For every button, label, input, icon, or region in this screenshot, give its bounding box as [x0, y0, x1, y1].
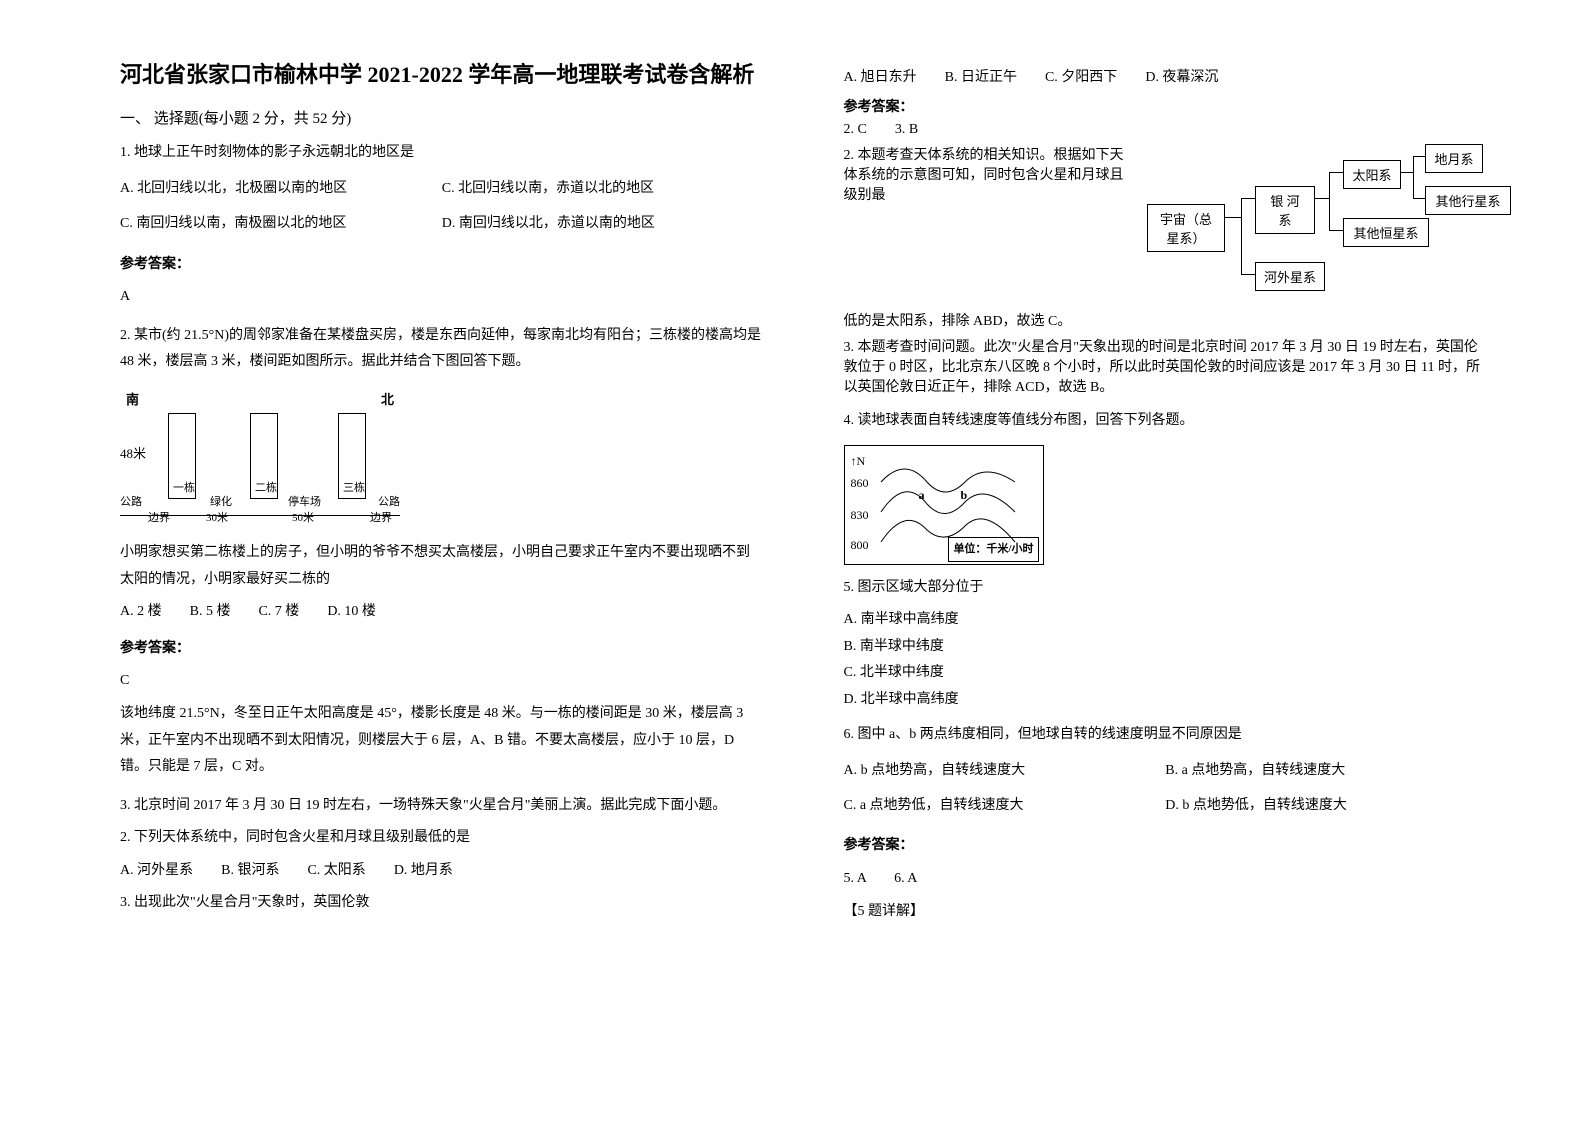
q2-opt-a: A. 2 楼	[120, 599, 162, 626]
q4-answer: 5. A 6. A	[844, 866, 1488, 893]
line	[1413, 198, 1425, 199]
question-3: 3. 北京时间 2017 年 3 月 30 日 19 时左右，一场特殊天象"火星…	[120, 793, 764, 917]
q4-detail: 【5 题详解】	[844, 899, 1488, 926]
q4-6b: B. a 点地势高，自转线速度大	[1165, 758, 1487, 785]
left-column: 河北省张家口市榆林中学 2021-2022 学年高一地理联考试卷含解析 一、 选…	[100, 60, 804, 1082]
line	[1225, 217, 1241, 218]
building-3: 三栋	[338, 413, 366, 499]
q2-text: 2. 某市(约 21.5°N)的周邻家准备在某楼盘买房，楼是东西向延伸，每家南北…	[120, 323, 764, 376]
q3-2c: C. 太阳系	[307, 858, 365, 885]
q3-3d: D. 夜幕深沉	[1145, 66, 1218, 86]
earth-moon-box: 地月系	[1425, 144, 1483, 173]
point-b: b	[961, 484, 968, 507]
q2-subtext: 小明家想买第二栋楼上的房子，但小明的爷爷不想买太高楼层，小明自己要求正午室内不要…	[120, 540, 764, 593]
q4-6a: A. b 点地势高，自转线速度大	[844, 758, 1166, 785]
question-4: 4. 读地球表面自转线速度等值线分布图，回答下列各题。 ↑N 860 830 8…	[844, 408, 1488, 925]
universe-box: 宇宙（总星系）	[1147, 204, 1225, 252]
q4-sub6: 6. 图中 a、b 两点纬度相同，但地球自转的线速度明显不同原因是	[844, 722, 1488, 749]
other-planet-box: 其他行星系	[1425, 186, 1511, 215]
q3-2a: A. 河外星系	[120, 858, 193, 885]
q4-5a: A. 南半球中高纬度	[844, 607, 1488, 634]
q3-expl2-post: 低的是太阳系，排除 ABD，故选 C。	[844, 310, 1488, 330]
q4-5b: B. 南半球中纬度	[844, 634, 1488, 661]
point-a: a	[919, 484, 925, 507]
dir-south: 南	[126, 388, 139, 413]
height-label: 48米	[120, 442, 146, 467]
q4-6d: D. b 点地势低，自转线速度大	[1165, 793, 1487, 820]
q2-opt-c: C. 7 楼	[258, 599, 299, 626]
unit-box: 单位：千米/小时	[948, 537, 1038, 562]
q3-explanation-block: 宇宙（总星系） 银 河系 河外星系 太阳系 其他恒星系 地月系 其他行星系 2.…	[844, 144, 1488, 304]
line	[1241, 198, 1255, 199]
line	[1315, 198, 1329, 199]
building-1: 一栋	[168, 413, 196, 499]
q1-text: 1. 地球上正午时刻物体的影子永远朝北的地区是	[120, 140, 764, 167]
q3-sub3: 3. 出现此次"火星合月"天象时，英国伦敦	[120, 890, 764, 917]
q3-expl3: 3. 本题考查时间问题。此次"火星合月"天象出现的时间是北京时间 2017 年 …	[844, 336, 1488, 396]
q1-opt-d: D. 南回归线以北，赤道以南的地区	[442, 211, 764, 238]
q4-5d: D. 北半球中高纬度	[844, 687, 1488, 714]
q3-3a: A. 旭日东升	[844, 66, 917, 86]
question-2: 2. 某市(约 21.5°N)的周邻家准备在某楼盘买房，楼是东西向延伸，每家南北…	[120, 323, 764, 781]
line	[1329, 230, 1343, 231]
line	[1329, 172, 1330, 230]
q2-opt-d: D. 10 楼	[327, 599, 376, 626]
other-star-box: 其他恒星系	[1343, 218, 1429, 247]
q4-6c: C. a 点地势低，自转线速度大	[844, 793, 1166, 820]
q2-answer: C	[120, 668, 764, 695]
q3-answer-label: 参考答案：	[844, 96, 1488, 116]
building-diagram: 南 北 48米 一栋 二栋 三栋 公路 绿化 停车场 公路 边界 30米 50米…	[120, 386, 400, 516]
q4-answer-label: 参考答案：	[844, 833, 1488, 860]
q1-opt-c: C. 南回归线以南，南极圈以北的地区	[120, 211, 442, 238]
q4-5c: C. 北半球中纬度	[844, 660, 1488, 687]
celestial-diagram: 宇宙（总星系） 银 河系 河外星系 太阳系 其他恒星系 地月系 其他行星系	[1147, 144, 1487, 304]
dist-50: 50米	[292, 508, 314, 529]
exam-title: 河北省张家口市榆林中学 2021-2022 学年高一地理联考试卷含解析	[120, 60, 764, 91]
line	[1329, 172, 1343, 173]
edge-left: 边界	[148, 508, 170, 529]
line	[1413, 156, 1425, 157]
q2-explanation: 该地纬度 21.5°N，冬至日正午太阳高度是 45°，楼影长度是 48 米。与一…	[120, 701, 764, 781]
q4-text: 4. 读地球表面自转线速度等值线分布图，回答下列各题。	[844, 408, 1488, 435]
rotation-diagram: ↑N 860 830 800 a b 单位：千米/小时	[844, 445, 1044, 565]
q1-opt-a: A. 北回归线以北，北极圈以南的地区	[120, 176, 442, 203]
q2-opt-b: B. 5 楼	[190, 599, 231, 626]
section-heading: 一、 选择题(每小题 2 分，共 52 分)	[120, 107, 764, 128]
q3-2b: B. 银河系	[221, 858, 279, 885]
q4-sub5: 5. 图示区域大部分位于	[844, 575, 1488, 602]
q2-answer-label: 参考答案：	[120, 636, 764, 663]
q3-3b: B. 日近正午	[945, 66, 1017, 86]
line	[1401, 172, 1413, 173]
dist-30: 30米	[206, 508, 228, 529]
q3-2d: D. 地月系	[394, 858, 453, 885]
q1-answer: A	[120, 284, 764, 311]
road-left: 公路	[120, 492, 142, 513]
extra-galaxy-box: 河外星系	[1255, 262, 1325, 291]
line	[1241, 274, 1255, 275]
question-1: 1. 地球上正午时刻物体的影子永远朝北的地区是 A. 北回归线以北，北极圈以南的…	[120, 140, 764, 311]
solar-box: 太阳系	[1343, 160, 1401, 189]
q3-3c: C. 夕阳西下	[1045, 66, 1117, 86]
building-2: 二栋	[250, 413, 278, 499]
dir-north: 北	[381, 388, 394, 413]
q1-answer-label: 参考答案：	[120, 252, 764, 279]
q1-opt-c-top: C. 北回归线以南，赤道以北的地区	[442, 176, 764, 203]
q3-sub2: 2. 下列天体系统中，同时包含火星和月球且级别最低的是	[120, 825, 764, 852]
q3-answer: 2. C 3. B	[844, 122, 1488, 138]
galaxy-box: 银 河系	[1255, 186, 1315, 234]
edge-right: 边界	[370, 508, 392, 529]
q3-intro: 3. 北京时间 2017 年 3 月 30 日 19 时左右，一场特殊天象"火星…	[120, 793, 764, 820]
right-column: A. 旭日东升 B. 日近正午 C. 夕阳西下 D. 夜幕深沉 参考答案： 2.…	[804, 60, 1508, 1082]
line	[1241, 198, 1242, 274]
line	[1413, 156, 1414, 198]
